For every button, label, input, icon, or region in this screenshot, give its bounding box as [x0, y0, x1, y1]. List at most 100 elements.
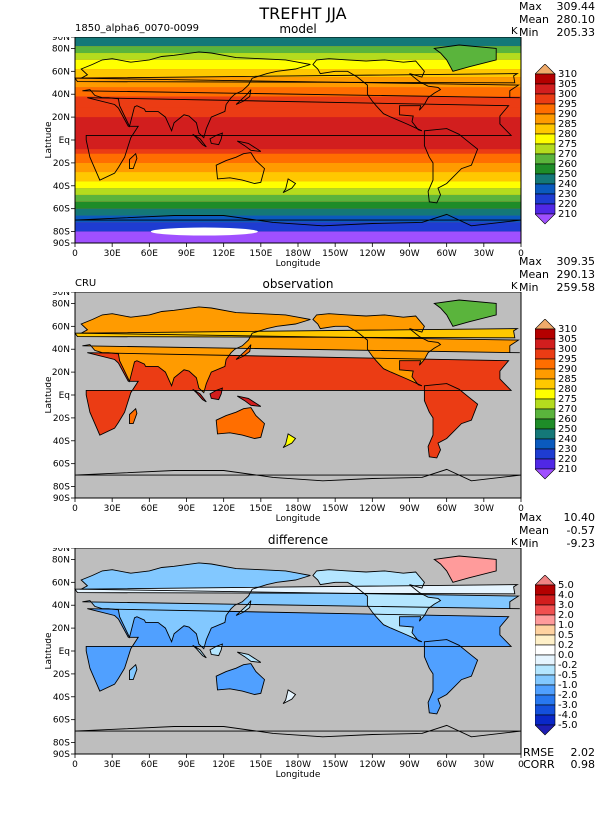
stat-value: -0.57 [566, 524, 595, 537]
colorbar-level-label: -5.0 [558, 720, 578, 731]
stat-value: 309.44 [556, 0, 596, 13]
colorbar-segment [535, 418, 556, 430]
colorbar-level-label: 210 [558, 209, 577, 220]
colorbar: 5.04.03.02.01.00.50.20.0-0.2-0.5-1.0-2.0… [535, 575, 578, 736]
y-axis-label: Latitude [45, 121, 54, 159]
coastline-newZealand [282, 689, 297, 704]
y-axis-label: Latitude [45, 632, 54, 670]
colorbar-level-label: 0.5 [558, 630, 574, 641]
stats-block: Max 309.35 Mean 290.13 Min 259.58 [519, 255, 595, 295]
coastline-northAmerica [312, 58, 442, 132]
y-tick-label: Eq [59, 391, 70, 401]
y-tick-label: 20S [53, 670, 70, 680]
x-tick-label: 60W [436, 249, 456, 259]
temperature-band [75, 194, 521, 202]
colorbar-level-label: 5.0 [558, 580, 574, 591]
colorbar-arrow-top [535, 64, 556, 75]
stat-label: Max [519, 0, 542, 13]
colorbar-segment [535, 408, 556, 420]
coastline-newGuinea [237, 140, 262, 152]
stat-label: Max [519, 511, 542, 524]
x-tick-label: 0 [72, 760, 78, 770]
panel-title: difference [267, 533, 329, 547]
coastline-northAmerica [312, 313, 442, 387]
stat-label: Max [519, 255, 542, 268]
colorbar-level-label: 300 [558, 89, 577, 100]
temperature-band [75, 222, 521, 232]
coastline-borneo [209, 643, 224, 657]
land-fill-newGuinea [237, 652, 261, 663]
coastline-greenland [433, 299, 497, 327]
coastline-africa [85, 352, 513, 436]
y-tick-label: 80N [52, 44, 70, 54]
coastline-japan [235, 89, 252, 105]
x-tick-label: 0 [518, 760, 524, 770]
temperature-band [75, 231, 521, 243]
x-tick-label: 0 [72, 249, 78, 259]
colorbar-segment [535, 674, 556, 686]
stat-value: 290.13 [556, 268, 596, 281]
stat-value: 309.35 [556, 255, 596, 268]
land-fill-uk [75, 328, 518, 338]
y-tick-label: 40S [53, 437, 70, 447]
x-tick-label: 30W [474, 249, 494, 259]
colorbar-level-label: 220 [558, 199, 577, 210]
colorbar-segment [535, 133, 556, 145]
stat-label: Mean [519, 524, 549, 537]
stat-label: Min [519, 537, 539, 550]
y-tick-label: 40N [52, 90, 70, 100]
colorbar-level-label: 210 [558, 464, 577, 475]
land-fill-eurasia [81, 562, 520, 649]
colorbar-segment [535, 664, 556, 676]
colorbar-segment [535, 338, 556, 350]
colorbar-level-label: 305 [558, 334, 577, 345]
y-tick-label: 60N [52, 578, 70, 588]
x-tick-label: 30E [104, 249, 121, 259]
colorbar-segment [535, 624, 556, 636]
y-tick-label: 20N [52, 624, 70, 634]
y-axis-label: Latitude [45, 376, 54, 414]
land-fill-newZealand [283, 689, 296, 704]
main-title: TREFHT JJA [259, 4, 347, 23]
x-tick-label: 60E [141, 249, 158, 259]
coastline-newGuinea [237, 651, 262, 663]
colorbar-segment [535, 684, 556, 696]
colorbar-segment [535, 153, 556, 165]
x-tick-label: 120E [212, 249, 235, 259]
units-label: K [511, 26, 518, 37]
stat-value: 205.33 [556, 26, 596, 39]
land-fill-madagascar [129, 408, 137, 424]
colorbar: 3103053002952902852802752702602502402302… [535, 319, 577, 480]
x-tick-label: 60W [436, 760, 456, 770]
error-stats: RMSE 2.02 CORR 0.98 [519, 746, 595, 774]
coastline-northAmerica [312, 569, 442, 643]
colorbar-segment [535, 654, 556, 666]
coastline-madagascar [129, 407, 138, 425]
colorbar-segment [535, 604, 556, 616]
colorbar-level-label: -0.2 [558, 660, 578, 671]
warm-band [75, 117, 521, 150]
coastline-southAmerica [423, 128, 479, 204]
coastline-australia [215, 663, 266, 695]
y-tick-label: 20N [52, 113, 70, 123]
y-tick-label: 40S [53, 693, 70, 703]
x-tick-label: 120W [359, 249, 385, 259]
coastline-newZealand [282, 433, 297, 448]
y-tick-label: 90S [53, 494, 70, 504]
coastline-africa [85, 97, 513, 181]
colorbar-level-label: 250 [558, 169, 577, 180]
colorbar-segment [535, 73, 556, 85]
temperature-band [75, 162, 521, 173]
coastline-uk [74, 584, 519, 595]
colorbar-segment [535, 694, 556, 706]
coastline-southAmerica [423, 639, 479, 715]
coastline-africa [85, 608, 513, 692]
colorbar-level-label: -3.0 [558, 700, 578, 711]
colorbar-level-label: -1.0 [558, 680, 578, 691]
coastline-japan [235, 600, 252, 616]
x-tick-label: 90W [399, 760, 419, 770]
colorbar-level-label: 310 [558, 324, 577, 335]
land-fill-newZealand [283, 433, 296, 448]
x-tick-label: 60E [141, 760, 158, 770]
